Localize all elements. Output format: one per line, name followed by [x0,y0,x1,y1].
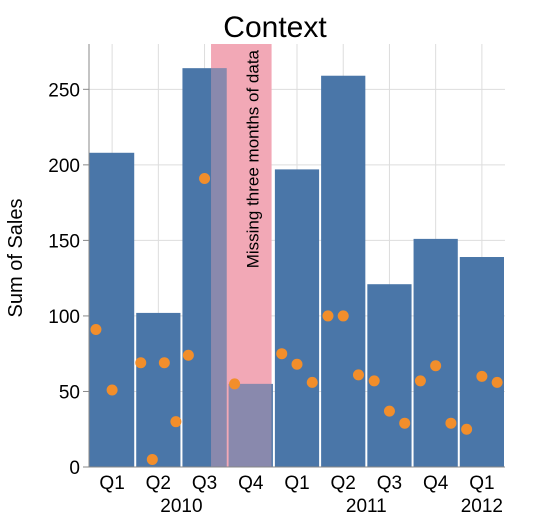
data-point [182,349,194,361]
data-point [291,358,303,370]
x-year-label: 2011 [346,496,387,517]
x-tick-label: Q1 [99,473,124,494]
data-point [170,416,182,428]
x-tick-label: Q3 [192,473,217,494]
data-point [146,453,158,465]
x-tick-label: Q2 [331,473,356,494]
annotation-text: Missing three months of data [244,49,263,268]
data-point [322,310,334,322]
data-point [414,375,426,387]
y-tick-label: 250 [48,80,80,101]
x-tick-label: Q1 [469,473,494,494]
x-tick-label: Q3 [377,473,402,494]
bar [228,383,273,467]
data-point [461,423,473,435]
data-point [306,376,318,388]
y-tick-label: 100 [48,307,80,328]
bar [89,152,135,467]
y-tick-label: 0 [69,458,80,479]
data-point [445,417,457,429]
data-point [135,357,147,369]
tick-labels: 0 50 100 150 200 250 Q1 Q2 Q3 Q4 Q1 Q2 Q3 Q4 Q1 2010 201… [48,80,503,517]
data-point [430,360,442,372]
axes [83,44,505,468]
data-point [352,369,364,381]
y-tick-label: 200 [48,156,80,177]
data-point [199,172,211,184]
data-point [383,405,395,417]
x-tick-label: Q4 [238,473,264,494]
bar [321,75,366,467]
bar [274,169,320,467]
y-axis-label: Sum of Sales [5,199,27,318]
data-point [158,357,170,369]
data-point [90,324,102,336]
overlap-layer [211,68,272,468]
x-tick-label: Q1 [284,473,309,494]
bar [182,68,227,468]
annotation-layer: Missing three months of data [244,49,263,268]
y-tick-label: 150 [48,231,80,252]
bar-band-overlap [228,383,272,467]
bar [136,312,181,467]
bar-layer [89,68,504,468]
bar [413,238,458,467]
data-point [368,375,380,387]
x-tick-label: Q2 [146,473,171,494]
y-tick-label: 50 [59,382,80,403]
x-year-label: 2010 [160,496,202,517]
x-tick-label: Q4 [423,473,449,494]
chart-title: Context [223,11,327,44]
data-point [491,376,503,388]
data-point [276,348,288,360]
point-layer [90,172,503,465]
data-point [106,384,118,396]
data-point [476,370,488,382]
bar-band-overlap [211,68,227,468]
data-point [337,310,349,322]
data-point [229,378,241,390]
data-point [399,417,411,429]
x-year-label: 2012 [461,496,503,517]
bar [459,257,504,467]
